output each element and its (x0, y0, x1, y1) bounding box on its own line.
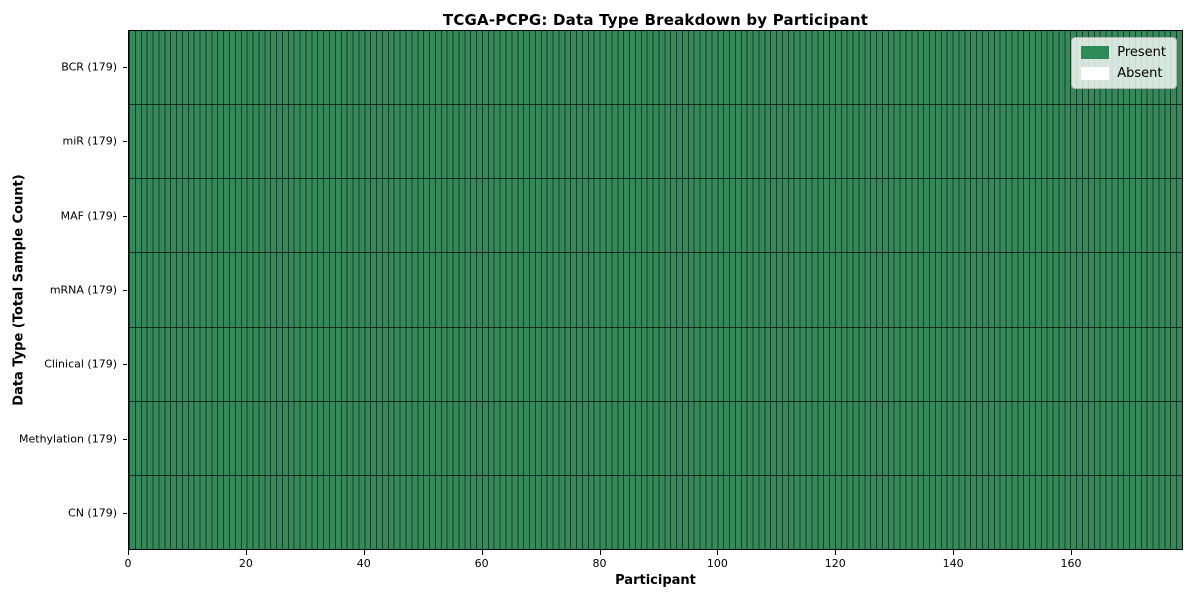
heatmap-grid (129, 31, 1182, 549)
x-tick-label: 120 (824, 557, 846, 570)
y-tick-mark (123, 141, 127, 143)
legend: Present Absent (1071, 37, 1177, 89)
x-tick-mark (953, 550, 955, 555)
y-tick-label: MAF (179) (60, 209, 117, 223)
y-tick-label: CN (179) (68, 506, 117, 520)
y-tick-label: BCR (179) (61, 60, 117, 74)
x-tick-label: 140 (942, 557, 964, 570)
y-tick-label: mRNA (179) (49, 283, 117, 297)
x-tick-mark (128, 550, 129, 555)
y-tick-mark (123, 290, 127, 291)
legend-swatch-absent (1081, 67, 1110, 80)
x-tick-mark (1071, 550, 1073, 555)
x-tick-label: 20 (238, 557, 253, 570)
heatmap-row (129, 31, 1182, 106)
legend-label: Present (1117, 45, 1166, 60)
y-tick-label: Methylation (179) (19, 432, 117, 446)
x-tick-label: 80 (592, 557, 607, 570)
legend-item: Absent (1081, 66, 1166, 81)
x-tick-label: 160 (1060, 557, 1082, 570)
x-tick-label: 60 (474, 557, 489, 570)
x-tick-mark (835, 550, 837, 555)
plot-area: Present Absent (128, 30, 1183, 550)
x-tick-label: 0 (124, 557, 132, 570)
chart-title: TCGA-PCPG: Data Type Breakdown by Partic… (442, 11, 869, 29)
x-tick-label: 100 (706, 557, 728, 570)
y-tick-label: miR (179) (62, 134, 118, 148)
x-tick-mark (363, 550, 365, 555)
legend-swatch-present (1081, 46, 1110, 59)
heatmap-row (129, 253, 1182, 328)
y-tick-mark (123, 215, 127, 217)
x-axis-label: Participant (615, 573, 696, 588)
y-axis: BCR (179) miR (179) MAF (179) mRNA (179) Cli… (0, 30, 128, 550)
y-tick-mark (123, 438, 127, 440)
legend-label: Absent (1117, 66, 1163, 81)
x-axis: 0 20 40 60 80 100 120 140 160 (124, 550, 1183, 574)
x-tick-mark (599, 550, 601, 555)
y-tick-label: Clinical (179) (44, 357, 117, 371)
y-tick-mark (123, 512, 127, 514)
x-tick-mark (481, 550, 483, 555)
y-tick-mark (123, 364, 127, 366)
x-tick-mark (245, 550, 247, 555)
legend-item: Present (1081, 45, 1166, 60)
x-tick-label: 40 (356, 557, 371, 570)
heatmap-row (129, 402, 1182, 476)
y-tick-mark (123, 67, 127, 69)
heatmap-row (129, 476, 1182, 549)
heatmap-row (129, 179, 1182, 254)
heatmap-row (129, 328, 1182, 402)
x-tick-mark (717, 550, 719, 555)
heatmap-row (129, 105, 1182, 180)
